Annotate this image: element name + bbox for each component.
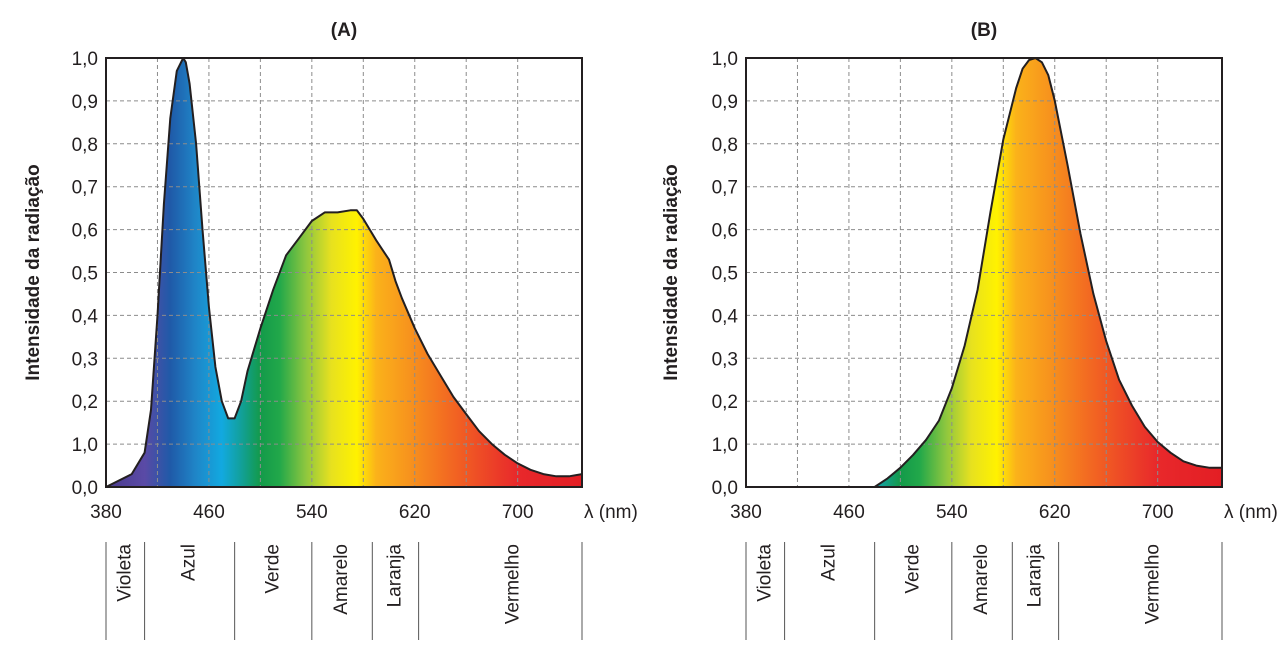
spectrum-curve [105, 57, 583, 488]
color-band-label: Violeta [114, 544, 135, 602]
x-tick-label: 460 [193, 502, 225, 523]
color-band-label: Laranja [1024, 544, 1045, 608]
chart-title: (A) [331, 20, 357, 41]
x-tick-label: 540 [936, 502, 968, 523]
x-tick-label: 380 [730, 502, 762, 523]
chart-title: (B) [971, 20, 997, 41]
plot-frame [745, 57, 1223, 488]
x-tick-label: 620 [1039, 502, 1071, 523]
color-band-label: Amarelo [331, 544, 352, 615]
y-tick-label: 0,4 [712, 306, 739, 327]
y-tick-label: 0,4 [72, 306, 99, 327]
x-tick-label: 700 [502, 502, 534, 523]
y-tick-label: 0,7 [72, 178, 98, 199]
color-band-label: Azul [819, 544, 840, 581]
y-tick-label: 1,0 [72, 49, 98, 70]
color-band-label: Verde [902, 544, 923, 594]
y-tick-label: 0,3 [72, 349, 98, 370]
y-tick-label: 0,8 [712, 135, 738, 156]
y-axis-label: Intensidade da radiação [23, 164, 44, 380]
y-tick-label: 0,6 [712, 221, 738, 242]
y-tick-label: 0,6 [72, 221, 98, 242]
color-band-label: Vermelho [1143, 544, 1164, 624]
y-axis-label: Intensidade da radiação [661, 164, 682, 380]
chart-a: (A) Intensidade da radiação 0,0 1,0 0,2 0,3 0,… [23, 20, 638, 640]
x-axis-label: λ (nm) [584, 502, 638, 523]
y-tick-label: 0,8 [72, 135, 98, 156]
color-band-label: Vermelho [503, 544, 524, 624]
y-tick-label: 0,7 [712, 178, 738, 199]
color-band-label: Laranja [384, 544, 405, 608]
x-tick-label: 620 [399, 502, 431, 523]
y-tick-label: 0,0 [712, 478, 738, 499]
x-tick-label: 700 [1142, 502, 1174, 523]
y-tick-label: 0,0 [72, 478, 98, 499]
plot-frame [105, 57, 583, 488]
color-band-label: Verde [262, 544, 283, 594]
y-tick-label: 0,9 [712, 92, 738, 113]
y-tick-label: 1,0 [712, 435, 738, 456]
x-axis-label: λ (nm) [1224, 502, 1278, 523]
y-tick-label: 1,0 [712, 49, 738, 70]
y-tick-label: 1,0 [72, 435, 98, 456]
y-tick-label: 0,5 [72, 264, 98, 285]
color-band-label: Amarelo [971, 544, 992, 615]
y-tick-label: 0,3 [712, 349, 738, 370]
chart-b: (B) Intensidade da radiação 0,0 1,0 0,2 0,3 0,… [661, 20, 1278, 640]
y-tick-label: 0,9 [72, 92, 98, 113]
color-band-label: Violeta [754, 544, 775, 602]
x-tick-label: 380 [90, 502, 122, 523]
y-tick-label: 0,2 [72, 392, 98, 413]
y-tick-label: 0,5 [712, 264, 738, 285]
x-tick-label: 540 [296, 502, 328, 523]
x-tick-label: 460 [833, 502, 865, 523]
y-tick-label: 0,2 [712, 392, 738, 413]
color-band-label: Azul [179, 544, 200, 581]
